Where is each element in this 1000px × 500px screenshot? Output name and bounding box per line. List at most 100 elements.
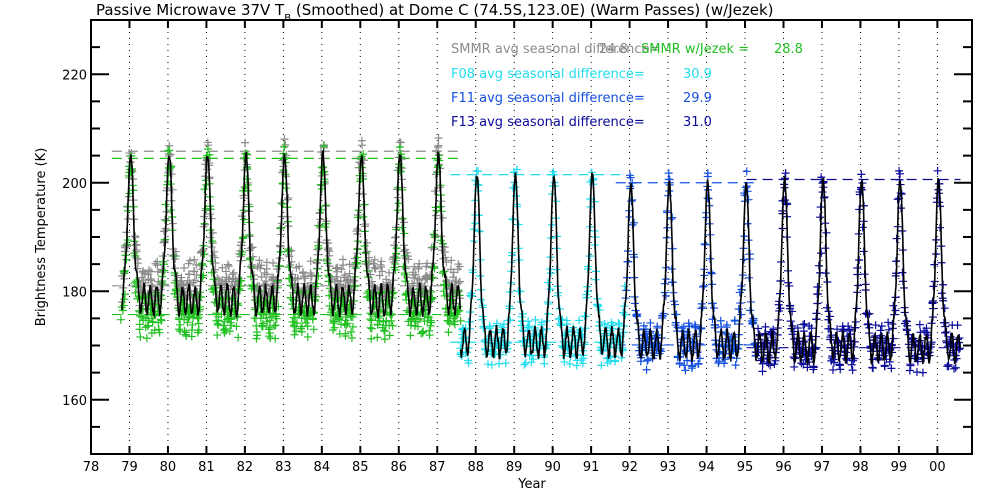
data-point <box>884 325 893 334</box>
data-point <box>434 141 443 150</box>
data-point <box>337 265 346 274</box>
data-point <box>822 303 831 312</box>
data-point <box>392 244 401 253</box>
data-point <box>265 323 274 332</box>
data-point <box>140 269 149 278</box>
data-point <box>375 271 384 280</box>
data-point <box>345 269 354 278</box>
chart-title: Passive Microwave 37V TB (Smoothed) at D… <box>96 1 773 24</box>
data-point <box>680 361 689 370</box>
data-point <box>218 275 227 284</box>
data-point <box>214 316 223 325</box>
data-point <box>234 333 243 342</box>
data-point <box>288 317 297 326</box>
data-point <box>758 367 767 376</box>
data-point <box>628 179 637 188</box>
data-point <box>236 282 245 291</box>
data-point <box>413 274 422 283</box>
x-axis-label: Year <box>517 477 546 492</box>
data-point <box>495 359 504 368</box>
x-tick-label: 93 <box>660 460 677 475</box>
y-tick-label: 200 <box>62 177 87 192</box>
x-tick-label: 82 <box>237 460 254 475</box>
data-point <box>559 337 568 346</box>
data-point <box>186 256 195 265</box>
data-point <box>512 165 521 174</box>
data-point <box>425 331 434 340</box>
x-tick-label: 90 <box>544 460 561 475</box>
data-point <box>428 294 437 303</box>
data-point <box>293 275 302 284</box>
data-point <box>224 262 233 271</box>
data-point <box>845 325 854 334</box>
data-point <box>338 255 347 264</box>
data-point <box>630 218 639 227</box>
data-point <box>147 281 156 290</box>
data-point <box>800 319 809 328</box>
data-point <box>353 259 362 268</box>
data-point <box>781 169 790 178</box>
data-point <box>430 187 439 196</box>
data-point <box>501 359 510 368</box>
data-point <box>681 366 690 375</box>
data-point <box>366 323 375 332</box>
data-point <box>131 233 140 242</box>
data-point <box>884 318 893 327</box>
data-point <box>227 315 236 324</box>
x-tick-label: 79 <box>121 460 138 475</box>
data-point <box>143 321 152 330</box>
annotation-smmr-jezek-value: 28.8 <box>774 42 803 57</box>
data-point <box>175 325 184 334</box>
data-point <box>731 361 740 370</box>
data-point <box>303 322 312 331</box>
data-point <box>905 366 914 375</box>
data-point <box>252 327 261 336</box>
data-point <box>373 320 382 329</box>
data-point <box>915 320 924 329</box>
data-point <box>301 274 310 283</box>
data-point <box>375 316 384 325</box>
data-point <box>813 283 822 292</box>
data-point <box>144 266 153 275</box>
data-point <box>411 270 420 279</box>
data-point <box>213 319 222 328</box>
data-point <box>410 274 419 283</box>
x-tick-label: 88 <box>467 460 484 475</box>
y-tick-label: 180 <box>62 285 87 300</box>
data-point <box>280 135 289 144</box>
data-point <box>447 256 456 265</box>
data-point <box>643 355 652 364</box>
data-point <box>362 247 371 256</box>
x-tick-label: 98 <box>852 460 869 475</box>
data-point <box>188 320 197 329</box>
data-point <box>367 316 376 325</box>
x-tick-label: 00 <box>929 460 946 475</box>
data-point <box>187 332 196 341</box>
x-tick-label: 89 <box>506 460 523 475</box>
data-point <box>208 237 217 246</box>
data-point <box>824 315 833 324</box>
data-point <box>370 263 379 272</box>
data-point <box>799 320 808 329</box>
data-point <box>207 257 216 266</box>
data-point <box>358 141 367 150</box>
data-point <box>178 295 187 304</box>
data-point <box>200 250 209 259</box>
data-point <box>237 276 246 285</box>
data-point <box>464 358 473 367</box>
data-point <box>369 259 378 268</box>
data-point <box>413 322 422 331</box>
data-point <box>661 291 670 300</box>
data-point <box>742 167 751 176</box>
data-point <box>406 331 415 340</box>
data-point <box>869 364 878 373</box>
data-point <box>338 293 347 302</box>
data-point <box>722 320 731 329</box>
data-point <box>309 325 318 334</box>
data-point <box>168 185 177 194</box>
data-point <box>367 334 376 343</box>
data-point <box>427 318 436 327</box>
data-point <box>222 267 231 276</box>
data-point <box>789 327 798 336</box>
